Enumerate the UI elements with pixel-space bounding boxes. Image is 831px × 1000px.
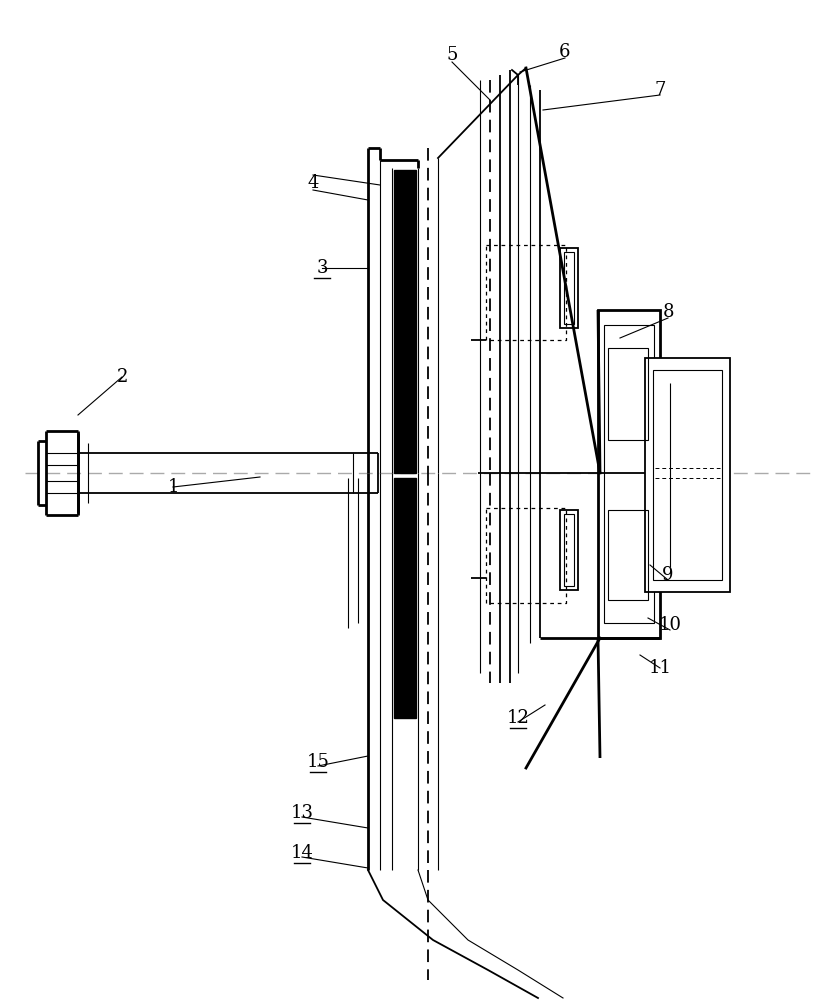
Bar bbox=[608, 348, 648, 440]
Text: 14: 14 bbox=[291, 844, 313, 862]
Text: 6: 6 bbox=[559, 43, 571, 61]
Bar bbox=[394, 478, 416, 718]
Text: 1: 1 bbox=[167, 478, 179, 496]
Text: 12: 12 bbox=[507, 709, 529, 727]
Text: 5: 5 bbox=[446, 46, 458, 64]
Bar bbox=[564, 514, 574, 586]
Text: 3: 3 bbox=[317, 259, 327, 277]
Bar bbox=[394, 170, 416, 473]
Text: 4: 4 bbox=[307, 174, 318, 192]
Text: 2: 2 bbox=[116, 368, 128, 386]
Text: 11: 11 bbox=[648, 659, 671, 677]
Bar bbox=[645, 358, 730, 592]
Bar bbox=[604, 325, 654, 623]
Bar bbox=[564, 252, 574, 324]
Bar bbox=[653, 370, 722, 580]
Bar bbox=[598, 310, 660, 638]
Bar bbox=[560, 510, 578, 590]
Text: 8: 8 bbox=[662, 303, 674, 321]
Text: 7: 7 bbox=[654, 81, 666, 99]
Bar bbox=[560, 248, 578, 328]
Text: 10: 10 bbox=[658, 616, 681, 634]
Text: 13: 13 bbox=[291, 804, 313, 822]
Text: 9: 9 bbox=[662, 566, 674, 584]
Bar bbox=[608, 510, 648, 600]
Text: 15: 15 bbox=[307, 753, 329, 771]
